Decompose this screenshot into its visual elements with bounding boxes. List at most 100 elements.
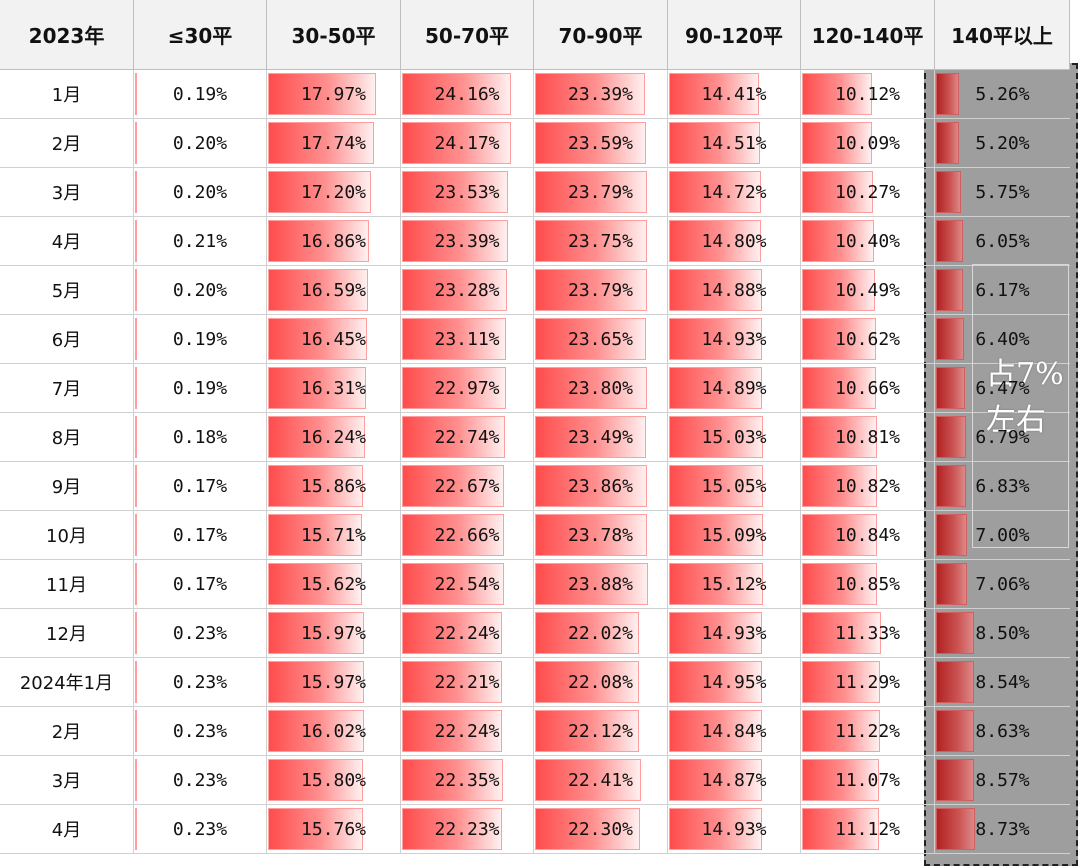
- data-bar: [402, 416, 505, 458]
- data-bar: [268, 808, 363, 850]
- data-bar: [936, 710, 974, 752]
- value-text: 17.97%: [300, 83, 367, 105]
- data-bar: [268, 612, 364, 654]
- data-bar: [936, 269, 963, 311]
- value-cell: 23.11%: [401, 315, 534, 363]
- annotation-line-1: 占7%: [986, 357, 1064, 392]
- value-text: 16.31%: [300, 377, 367, 399]
- value-text: 16.59%: [300, 279, 367, 301]
- header-cell: 90-120平: [668, 0, 801, 69]
- value-cell: 23.86%: [534, 462, 668, 510]
- data-bar: [535, 759, 641, 801]
- value-text: 0.20%: [172, 181, 228, 203]
- value-text: 15.71%: [300, 524, 367, 546]
- value-text: 0.23%: [172, 720, 228, 742]
- data-bar: [268, 661, 364, 703]
- table-row: 2月 0.20% 17.74% 24.17% 23.59% 14.51% 10.09% 5.2…: [0, 119, 1070, 168]
- value-cell: 22.30%: [534, 805, 668, 853]
- value-text: 23.28%: [434, 279, 500, 301]
- data-bar: [268, 759, 363, 801]
- data-bar: [535, 514, 647, 556]
- value-cell: 22.12%: [534, 707, 668, 755]
- data-bar: [802, 367, 876, 409]
- value-cell: 5.75%: [935, 168, 1070, 216]
- value-cell: 14.80%: [668, 217, 801, 265]
- data-bar: [936, 514, 967, 556]
- data-bar: [936, 367, 965, 409]
- value-cell: 22.24%: [401, 609, 534, 657]
- data-bar: [535, 563, 648, 605]
- data-bar: [936, 612, 974, 654]
- value-text: 16.45%: [300, 328, 367, 350]
- month-cell: 5月: [0, 266, 134, 314]
- data-bar: [535, 710, 639, 752]
- value-text: 7.06%: [975, 573, 1030, 595]
- value-text: 0.17%: [172, 573, 228, 595]
- value-cell: 11.22%: [801, 707, 935, 755]
- value-cell: 8.54%: [935, 658, 1070, 706]
- value-text: 14.80%: [701, 230, 767, 252]
- value-text: 8.73%: [975, 818, 1030, 840]
- month-cell: 2月: [0, 119, 134, 167]
- value-text: 23.65%: [567, 328, 634, 350]
- value-text: 24.17%: [434, 132, 500, 154]
- value-text: 10.12%: [834, 83, 901, 105]
- value-text: 10.84%: [834, 524, 901, 546]
- value-cell: 5.26%: [935, 70, 1070, 118]
- data-bar: [402, 220, 508, 262]
- value-text: 0.23%: [172, 622, 228, 644]
- value-text: 23.11%: [434, 328, 500, 350]
- value-cell: 16.24%: [267, 413, 401, 461]
- value-cell: 23.78%: [534, 511, 668, 559]
- value-text: 22.66%: [434, 524, 500, 546]
- data-bar: [669, 269, 762, 311]
- value-cell: 7.00%: [935, 511, 1070, 559]
- month-cell: 8月: [0, 413, 134, 461]
- data-bar: [669, 318, 762, 360]
- value-cell: 17.74%: [267, 119, 401, 167]
- value-text: 0.21%: [172, 230, 228, 252]
- value-cell: 23.88%: [534, 560, 668, 608]
- value-cell: 14.93%: [668, 609, 801, 657]
- data-bar: [135, 661, 137, 703]
- data-bar: [802, 122, 872, 164]
- value-text: 0.20%: [172, 132, 228, 154]
- value-cell: 22.74%: [401, 413, 534, 461]
- data-bar: [936, 73, 959, 115]
- data-bar: [135, 171, 137, 213]
- data-bar: [669, 514, 763, 556]
- data-bar: [669, 661, 762, 703]
- value-text: 14.41%: [701, 83, 767, 105]
- value-cell: 10.66%: [801, 364, 935, 412]
- value-text: 22.12%: [567, 720, 634, 742]
- data-bar: [802, 318, 876, 360]
- value-cell: 14.93%: [668, 315, 801, 363]
- value-text: 15.03%: [701, 426, 767, 448]
- value-cell: 23.49%: [534, 413, 668, 461]
- data-bar: [135, 73, 137, 115]
- data-bar: [802, 808, 879, 850]
- table-row: 3月 0.23% 15.80% 22.35% 22.41% 14.87% 11.07% 8.5…: [0, 756, 1070, 805]
- month-cell: 2月: [0, 707, 134, 755]
- value-cell: 10.49%: [801, 266, 935, 314]
- value-cell: 0.17%: [134, 462, 267, 510]
- value-text: 8.57%: [975, 769, 1030, 791]
- value-text: 14.93%: [701, 328, 767, 350]
- value-text: 15.97%: [300, 622, 367, 644]
- data-bar: [936, 171, 961, 213]
- value-cell: 23.39%: [401, 217, 534, 265]
- data-bar: [135, 514, 137, 556]
- value-text: 0.17%: [172, 475, 228, 497]
- value-text: 22.30%: [567, 818, 634, 840]
- value-cell: 23.75%: [534, 217, 668, 265]
- data-bar: [802, 465, 877, 507]
- data-bar: [535, 465, 647, 507]
- value-cell: 6.47%: [935, 364, 1070, 412]
- value-text: 6.05%: [975, 230, 1030, 252]
- table-row: 2024年1月 0.23% 15.97% 22.21% 22.08% 14.95% 11.2…: [0, 658, 1070, 707]
- value-text: 0.18%: [172, 426, 228, 448]
- value-cell: 15.05%: [668, 462, 801, 510]
- value-cell: 8.57%: [935, 756, 1070, 804]
- value-text: 15.12%: [701, 573, 767, 595]
- value-cell: 0.20%: [134, 266, 267, 314]
